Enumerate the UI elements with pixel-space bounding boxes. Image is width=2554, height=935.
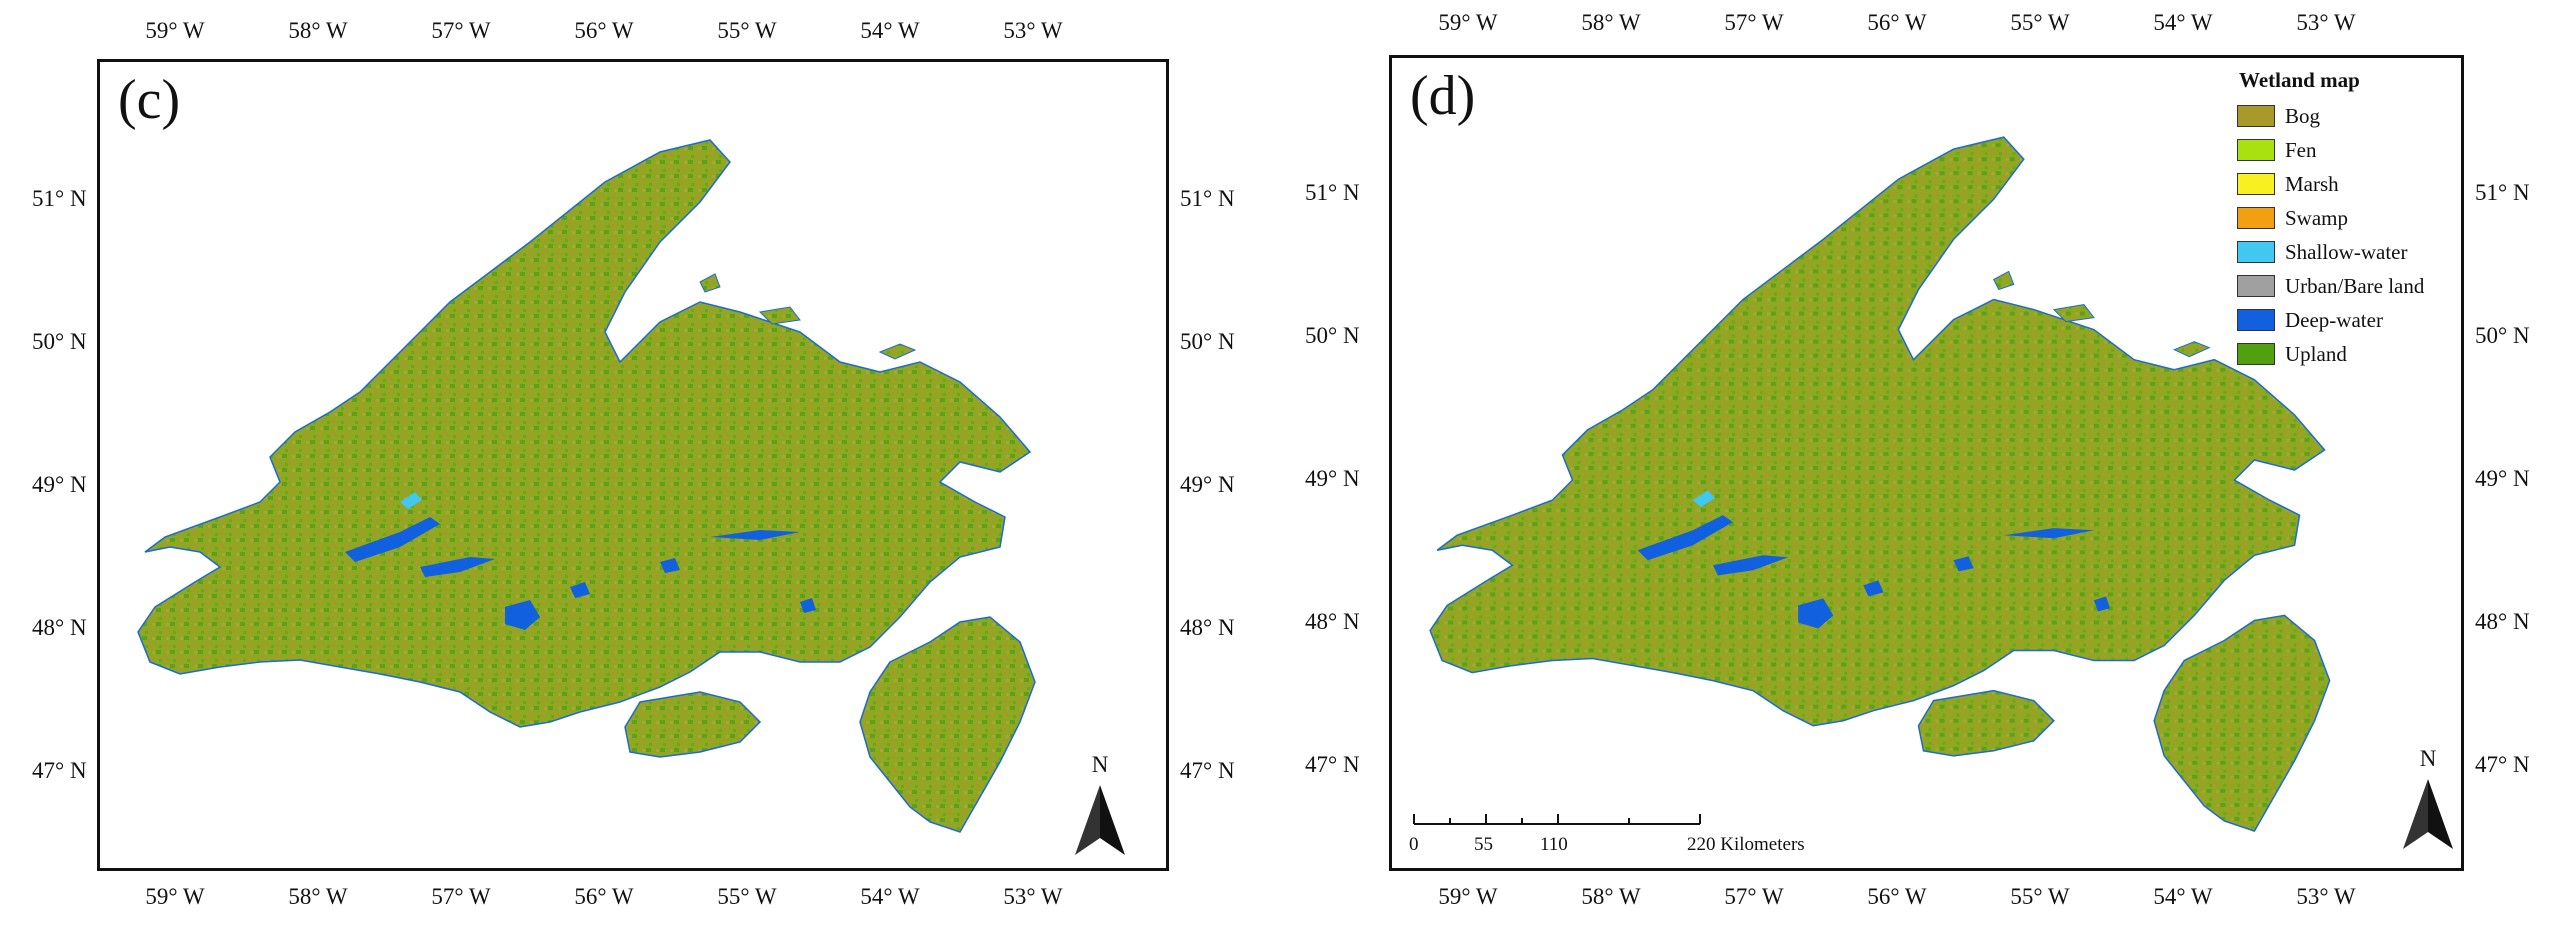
legend-swatch <box>2237 173 2275 195</box>
legend-swatch <box>2237 343 2275 365</box>
legend-label: Marsh <box>2285 171 2339 196</box>
map-panel-d: (d) Wetland map Bog Fen Marsh Swamp Shal… <box>1389 55 2464 871</box>
lat-tick-right: 49° N <box>2475 466 2530 491</box>
lat-tick-right: 51° N <box>1180 186 1235 211</box>
legend-item: Urban/Bare land <box>2237 269 2424 303</box>
lat-tick-right: 47° N <box>1180 758 1235 783</box>
legend-swatch <box>2237 275 2275 297</box>
lon-tick-top: 58° W <box>1581 10 1641 35</box>
legend-swatch <box>2237 309 2275 331</box>
legend-label: Swamp <box>2285 205 2348 230</box>
legend-label: Upland <box>2285 341 2347 366</box>
lon-tick-top: 58° W <box>288 18 348 43</box>
legend-label: Fen <box>2285 137 2317 162</box>
island-map-c <box>137 139 1036 833</box>
legend-label: Shallow-water <box>2285 239 2408 264</box>
lon-tick-top: 57° W <box>1724 10 1784 35</box>
lon-tick-top: 53° W <box>2296 10 2356 35</box>
lat-tick-right: 50° N <box>1180 329 1235 354</box>
lat-tick-left: 47° N <box>1305 752 1360 777</box>
lat-tick-left: 47° N <box>32 758 87 783</box>
lat-tick-right: 49° N <box>1180 472 1235 497</box>
north-arrow-icon <box>2403 779 2453 849</box>
legend-item: Deep-water <box>2237 303 2424 337</box>
legend-label: Bog <box>2285 103 2321 128</box>
north-label: N <box>2419 746 2437 771</box>
scale-label: 55 <box>1474 834 1493 855</box>
lon-tick-top: 54° W <box>2153 10 2213 35</box>
legend-item: Shallow-water <box>2237 235 2424 269</box>
lat-tick-left: 49° N <box>32 472 87 497</box>
lon-tick-top: 56° W <box>574 18 634 43</box>
scale-bar: 0 55 110 220 Kilometers <box>1409 810 1805 860</box>
lon-tick-top: 55° W <box>717 18 777 43</box>
lon-tick-bottom: 57° W <box>1724 884 1784 909</box>
lon-tick-top: 57° W <box>431 18 491 43</box>
lon-tick-bottom: 55° W <box>2010 884 2070 909</box>
legend-item: Marsh <box>2237 167 2424 201</box>
scale-bar-graphic <box>1413 814 1701 825</box>
lon-tick-bottom: 56° W <box>574 884 634 909</box>
lon-tick-top: 55° W <box>2010 10 2070 35</box>
lon-tick-bottom: 59° W <box>145 884 205 909</box>
map-panel-c: (c) N <box>97 59 1169 871</box>
lon-tick-bottom: 57° W <box>431 884 491 909</box>
lon-tick-top: 56° W <box>1867 10 1927 35</box>
scale-label: 0 <box>1409 834 1419 855</box>
legend-title: Wetland map <box>2239 68 2360 92</box>
legend: Wetland map Bog Fen Marsh Swamp Shallow-… <box>2237 68 2424 371</box>
legend-item: Fen <box>2237 133 2424 167</box>
legend-swatch <box>2237 207 2275 229</box>
legend-item: Upland <box>2237 337 2424 371</box>
panel-label: (c) <box>118 69 181 131</box>
legend-item: Bog <box>2237 99 2424 133</box>
lon-tick-bottom: 58° W <box>1581 884 1641 909</box>
lat-tick-left: 49° N <box>1305 466 1360 491</box>
lon-tick-bottom: 53° W <box>2296 884 2356 909</box>
lat-tick-left: 51° N <box>32 186 87 211</box>
lon-tick-bottom: 53° W <box>1003 884 1063 909</box>
legend-label: Urban/Bare land <box>2285 273 2425 298</box>
legend-label: Deep-water <box>2285 307 2383 332</box>
lat-tick-left: 50° N <box>1305 323 1360 348</box>
lat-tick-left: 51° N <box>1305 180 1360 205</box>
legend-item: Swamp <box>2237 201 2424 235</box>
lat-tick-left: 50° N <box>32 329 87 354</box>
north-label: N <box>1091 752 1109 777</box>
lat-tick-right: 48° N <box>2475 609 2530 634</box>
lon-tick-top: 59° W <box>1438 10 1498 35</box>
north-arrow-icon <box>1075 785 1125 855</box>
lon-tick-bottom: 54° W <box>860 884 920 909</box>
legend-swatch <box>2237 139 2275 161</box>
legend-swatch <box>2237 241 2275 263</box>
lon-tick-bottom: 56° W <box>1867 884 1927 909</box>
legend-swatch <box>2237 105 2275 127</box>
lat-tick-left: 48° N <box>1305 609 1360 634</box>
lon-tick-top: 59° W <box>145 18 205 43</box>
lon-tick-bottom: 58° W <box>288 884 348 909</box>
lon-tick-bottom: 54° W <box>2153 884 2213 909</box>
lat-tick-right: 48° N <box>1180 615 1235 640</box>
lat-tick-left: 48° N <box>32 615 87 640</box>
lat-tick-right: 47° N <box>2475 752 2530 777</box>
lon-tick-top: 54° W <box>860 18 920 43</box>
lon-tick-top: 53° W <box>1003 18 1063 43</box>
lat-tick-right: 51° N <box>2475 180 2530 205</box>
scale-label: 220 Kilometers <box>1687 834 1805 855</box>
lon-tick-bottom: 59° W <box>1438 884 1498 909</box>
lat-tick-right: 50° N <box>2475 323 2530 348</box>
lon-tick-bottom: 55° W <box>717 884 777 909</box>
scale-label: 110 <box>1540 834 1568 855</box>
panel-label: (d) <box>1410 65 1476 127</box>
